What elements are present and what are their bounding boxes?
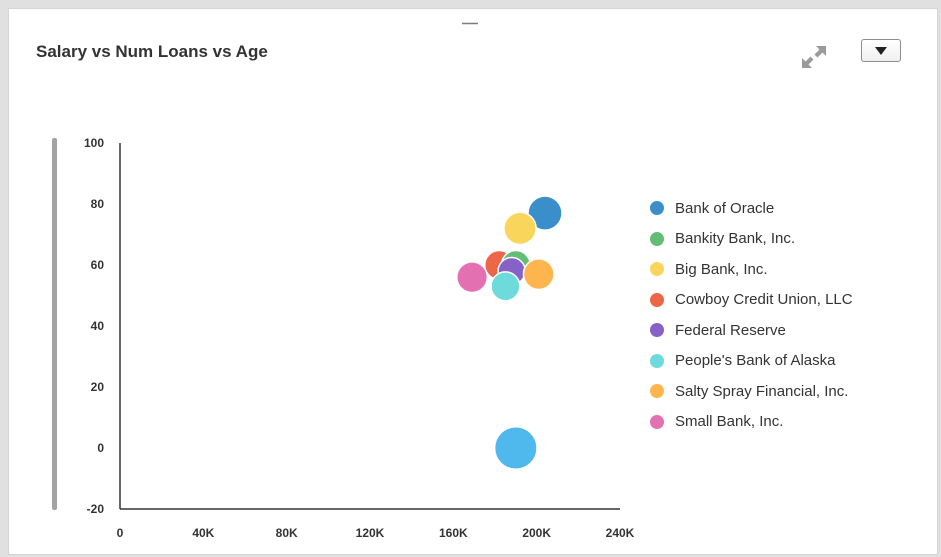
legend-label: Bankity Bank, Inc. — [675, 230, 796, 248]
expand-arrows-icon[interactable] — [800, 43, 828, 71]
legend-item[interactable]: Small Bank, Inc. — [650, 407, 853, 438]
legend-label: Bank of Oracle — [675, 199, 775, 217]
legend-swatch — [650, 292, 664, 307]
legend-item[interactable]: Big Bank, Inc. — [650, 254, 853, 285]
legend-swatch — [650, 353, 664, 368]
x-tick-label: 240K — [606, 526, 635, 540]
bubble-point[interactable] — [493, 426, 538, 470]
legend-swatch — [650, 323, 664, 338]
legend-swatch — [650, 262, 664, 277]
y-tick-label: 100 — [84, 136, 104, 150]
y-tick-label: 80 — [91, 197, 105, 211]
bubble-point[interactable] — [490, 271, 521, 302]
bubble-point[interactable] — [456, 261, 489, 294]
legend-swatch — [650, 231, 664, 246]
y-tick-label: -20 — [87, 502, 105, 516]
legend-label: People's Bank of Alaska — [675, 352, 836, 370]
legend-item[interactable]: Salty Spray Financial, Inc. — [650, 376, 853, 407]
legend-item[interactable]: Federal Reserve — [650, 315, 853, 346]
y-tick-label: 60 — [91, 258, 105, 272]
legend-item[interactable]: Bankity Bank, Inc. — [650, 224, 853, 255]
x-tick-label: 80K — [276, 526, 298, 540]
chart-title: Salary vs Num Loans vs Age — [36, 42, 268, 61]
y-tick-label: 40 — [91, 319, 105, 333]
bubble-point[interactable] — [522, 258, 555, 291]
legend-item[interactable]: Bank of Oracle — [650, 193, 853, 224]
legend-label: Federal Reserve — [675, 321, 786, 339]
chart-legend: Bank of Oracle Bankity Bank, Inc. Big Bank… — [650, 193, 853, 437]
legend-swatch — [650, 201, 664, 216]
legend-label: Salty Spray Financial, Inc. — [675, 382, 849, 400]
bubble-point[interactable] — [527, 195, 563, 231]
x-tick-label: 120K — [356, 526, 385, 540]
y-tick-label: 20 — [91, 380, 105, 394]
legend-label: Big Bank, Inc. — [675, 260, 768, 278]
legend-label: Cowboy Credit Union, LLC — [675, 291, 853, 309]
legend-item[interactable]: People's Bank of Alaska — [650, 346, 853, 377]
bubble-point[interactable] — [503, 211, 537, 246]
legend-label: Small Bank, Inc. — [675, 413, 784, 431]
drag-handle[interactable] — [462, 22, 478, 25]
caret-down-icon — [875, 47, 887, 55]
legend-swatch — [650, 384, 664, 399]
x-tick-label: 0 — [117, 526, 124, 540]
x-tick-label: 200K — [522, 526, 551, 540]
y-axis-scroll-bar[interactable] — [52, 138, 57, 510]
legend-swatch — [650, 414, 664, 429]
x-tick-label: 160K — [439, 526, 468, 540]
legend-item[interactable]: Cowboy Credit Union, LLC — [650, 285, 853, 316]
y-tick-label: 0 — [97, 441, 104, 455]
x-tick-label: 40K — [192, 526, 214, 540]
chart-menu-button[interactable] — [861, 39, 901, 62]
